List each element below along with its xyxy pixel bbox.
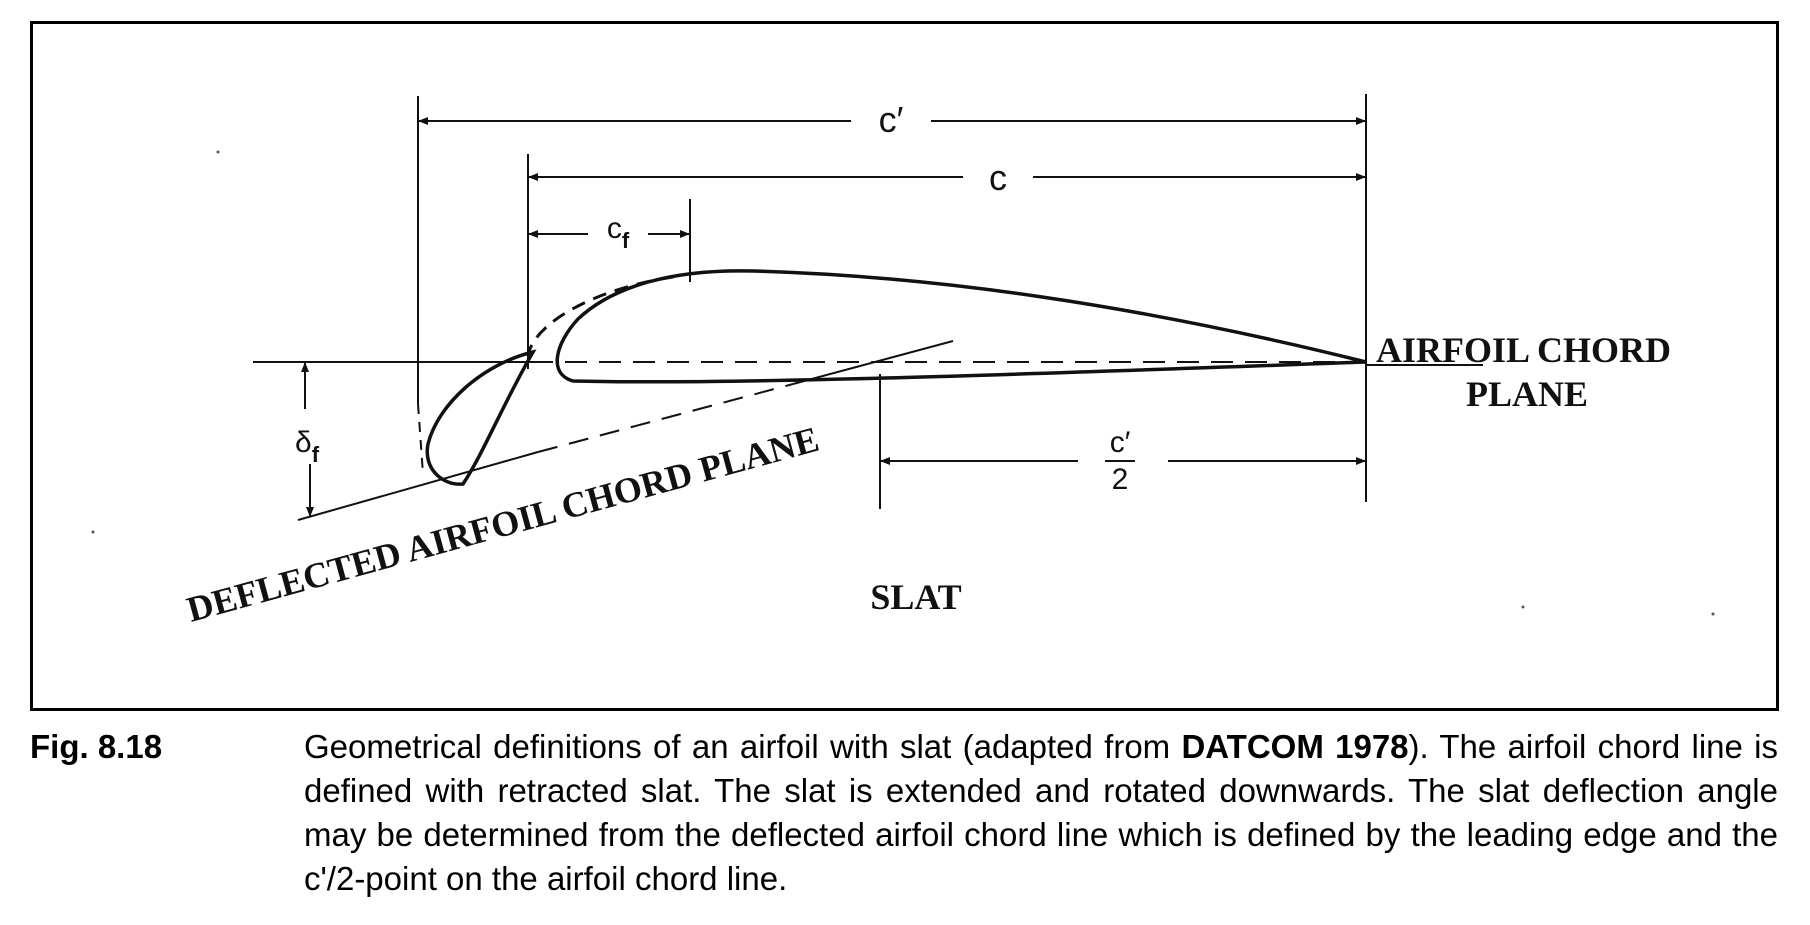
retracted-slat-outline <box>526 275 674 357</box>
deflected-slat <box>425 349 537 486</box>
speck <box>1711 612 1715 616</box>
airfoil-slat-diagram: c′ c cf δf c′ 2 AIRFOIL CHOR <box>91 94 1715 630</box>
deflected-chord-line-dashed <box>537 383 794 453</box>
airfoil-chord-plane-label-line1: AIRFOIL CHORD <box>1376 330 1671 370</box>
airfoil-chord-plane-label-line2: PLANE <box>1466 374 1588 414</box>
deflected-chord-plane-label: DEFLECTED AIRFOIL CHORD PLANE <box>183 419 824 630</box>
figure-number: Fig. 8.18 <box>30 728 163 765</box>
caption-text-part1: Geometrical definitions of an airfoil wi… <box>304 728 1182 765</box>
half-chord-numerator: c′ <box>1110 426 1131 459</box>
slat-label: SLAT <box>870 577 961 617</box>
caption-text-part2: ). The airfoil chord line is defined wit… <box>304 728 1778 897</box>
figure-frame: c′ c cf δf c′ 2 AIRFOIL CHOR <box>30 21 1779 711</box>
speck <box>91 530 95 534</box>
delta-f-label: δf <box>295 426 320 467</box>
deflected-chord-line-end <box>792 340 954 385</box>
caption-source: DATCOM 1978 <box>1181 728 1409 765</box>
speck <box>1521 605 1525 609</box>
c-label: c <box>989 157 1007 198</box>
c-prime-label: c′ <box>879 99 904 140</box>
airfoil-main-body <box>555 269 1367 384</box>
deflected-chord-line-solid <box>297 451 539 521</box>
speck <box>216 150 220 154</box>
c-prime-left-extension-dashed <box>417 403 424 475</box>
cf-label: cf <box>607 212 630 253</box>
half-chord-denominator: 2 <box>1112 463 1129 496</box>
caption-text: Geometrical definitions of an airfoil wi… <box>304 725 1778 901</box>
